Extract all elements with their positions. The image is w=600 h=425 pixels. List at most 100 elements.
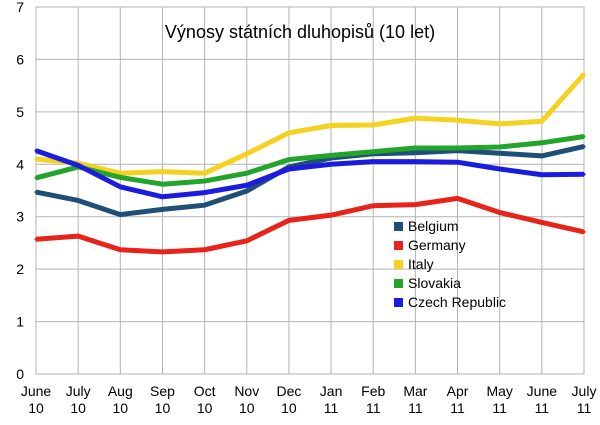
data-point	[118, 185, 122, 189]
data-point	[540, 220, 544, 224]
data-point	[160, 182, 164, 186]
data-point	[413, 116, 417, 120]
data-point	[413, 151, 417, 155]
x-tick-month: Nov	[234, 383, 259, 399]
legend-label: Slovakia	[408, 275, 461, 291]
data-point	[203, 248, 207, 252]
data-point	[34, 149, 38, 153]
x-tick-month: June	[527, 383, 558, 399]
x-tick-month: Feb	[361, 383, 385, 399]
data-point	[582, 134, 586, 138]
y-tick-label: 1	[16, 314, 24, 330]
legend-swatch	[394, 260, 403, 269]
data-point	[540, 154, 544, 158]
data-point	[371, 150, 375, 154]
data-point	[413, 203, 417, 207]
x-tick-year: 11	[492, 400, 507, 416]
legend: Belgium Germany Italy Slovakia Czech Republi…	[394, 218, 506, 310]
data-point	[245, 152, 249, 156]
series-line-belgium	[35, 144, 585, 218]
data-point	[582, 144, 586, 148]
data-point	[34, 237, 38, 241]
data-point	[160, 250, 164, 254]
x-tick-year: 11	[324, 400, 339, 416]
data-point	[203, 179, 207, 183]
series-line-czech-republic	[35, 148, 585, 200]
x-tick-year: 11	[577, 400, 592, 416]
data-point	[160, 207, 164, 211]
data-point	[245, 171, 249, 175]
data-point	[34, 157, 38, 161]
y-axis-ticks: 0 1 2 3 4 5 6 7	[16, 0, 24, 382]
legend-label: Germany	[408, 237, 466, 253]
x-tick-year: 10	[197, 400, 213, 416]
y-tick-label: 3	[16, 209, 24, 225]
data-point	[540, 119, 544, 123]
data-point	[287, 158, 291, 162]
data-point	[245, 239, 249, 243]
x-tick-month: Mar	[403, 383, 427, 399]
y-tick-label: 5	[16, 104, 24, 120]
legend-swatch	[394, 241, 403, 250]
x-tick-year: 11	[450, 400, 465, 416]
data-point	[582, 230, 586, 234]
data-point	[456, 196, 460, 200]
legend-swatch	[394, 298, 403, 307]
data-point	[245, 189, 249, 193]
gridlines	[35, 6, 585, 375]
chart-title: Výnosy státních dluhopisů (10 let)	[165, 22, 435, 42]
data-point	[160, 195, 164, 199]
data-point	[34, 176, 38, 180]
x-tick-month: June	[21, 383, 52, 399]
data-point	[540, 141, 544, 145]
data-point	[582, 72, 586, 76]
data-point	[118, 171, 122, 175]
data-point	[329, 213, 333, 217]
data-point	[371, 204, 375, 208]
series-line-slovakia	[35, 134, 585, 187]
x-tick-year: 11	[366, 400, 381, 416]
data-point	[287, 218, 291, 222]
x-tick-month: July	[572, 383, 597, 399]
x-tick-year: 10	[281, 400, 297, 416]
y-tick-label: 2	[16, 261, 24, 277]
data-point	[118, 213, 122, 217]
data-point	[329, 153, 333, 157]
y-tick-label: 6	[16, 51, 24, 67]
data-point	[329, 162, 333, 166]
data-point	[413, 146, 417, 150]
data-point	[76, 234, 80, 238]
data-point	[456, 118, 460, 122]
x-tick-month: Aug	[108, 383, 133, 399]
data-point	[498, 211, 502, 215]
data-point	[76, 163, 80, 167]
data-point	[287, 131, 291, 135]
series-lines	[34, 72, 586, 255]
data-point	[498, 122, 502, 126]
data-point	[287, 167, 291, 171]
data-point	[413, 160, 417, 164]
data-point	[118, 248, 122, 252]
series-line-germany	[35, 195, 585, 255]
x-tick-month: May	[486, 383, 512, 399]
data-point	[245, 183, 249, 187]
x-tick-month: Oct	[194, 383, 216, 399]
legend-label: Italy	[408, 256, 434, 272]
data-point	[329, 123, 333, 127]
data-point	[498, 145, 502, 149]
x-axis-ticks: June10July10Aug10Sep10Oct10Nov10Dec10Jan…	[21, 383, 597, 416]
data-point	[76, 198, 80, 202]
data-point	[498, 167, 502, 171]
data-point	[34, 190, 38, 194]
data-point	[160, 170, 164, 174]
x-tick-month: Sep	[150, 383, 175, 399]
x-tick-year: 10	[70, 400, 86, 416]
x-tick-year: 10	[239, 400, 255, 416]
y-tick-label: 4	[16, 156, 24, 172]
x-tick-month: July	[66, 383, 91, 399]
x-tick-month: Jan	[320, 383, 343, 399]
data-point	[118, 175, 122, 179]
data-point	[371, 123, 375, 127]
y-tick-label: 7	[16, 0, 24, 15]
data-point	[203, 203, 207, 207]
